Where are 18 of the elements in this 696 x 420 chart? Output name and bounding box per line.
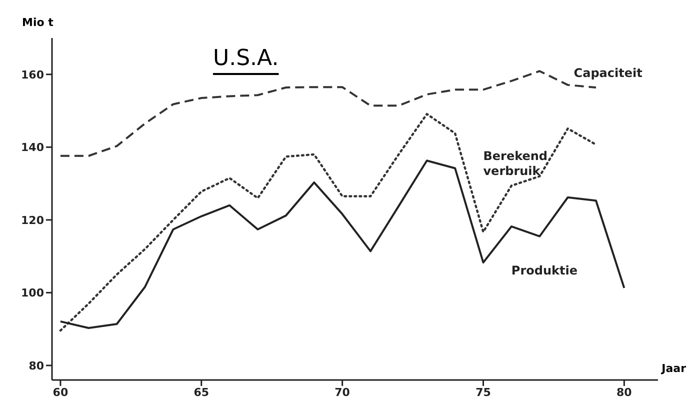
y-tick-label: 100 bbox=[21, 286, 44, 300]
line-series bbox=[59, 112, 598, 332]
series-label: Capaciteit bbox=[574, 66, 643, 80]
y-tick-label: 120 bbox=[21, 214, 44, 227]
y-tick-label: 140 bbox=[21, 141, 44, 154]
x-tick-label: 75 bbox=[476, 386, 491, 399]
y-axis-title: Mio t bbox=[22, 16, 54, 29]
x-tick-label: 60 bbox=[52, 386, 68, 399]
y-tick-label: 80 bbox=[28, 359, 44, 372]
series-label: Produktie bbox=[511, 263, 578, 278]
x-tick-label: 80 bbox=[616, 386, 632, 399]
x-tick-label: 70 bbox=[334, 386, 350, 399]
line-series bbox=[59, 160, 626, 329]
x-axis-title: Jaar bbox=[662, 362, 686, 375]
x-tick-label: 65 bbox=[194, 386, 210, 399]
y-tick-label: 160 bbox=[21, 68, 44, 82]
series-label: Berekend verbruik bbox=[483, 148, 548, 178]
chart-title: U.S.A. bbox=[213, 46, 279, 71]
